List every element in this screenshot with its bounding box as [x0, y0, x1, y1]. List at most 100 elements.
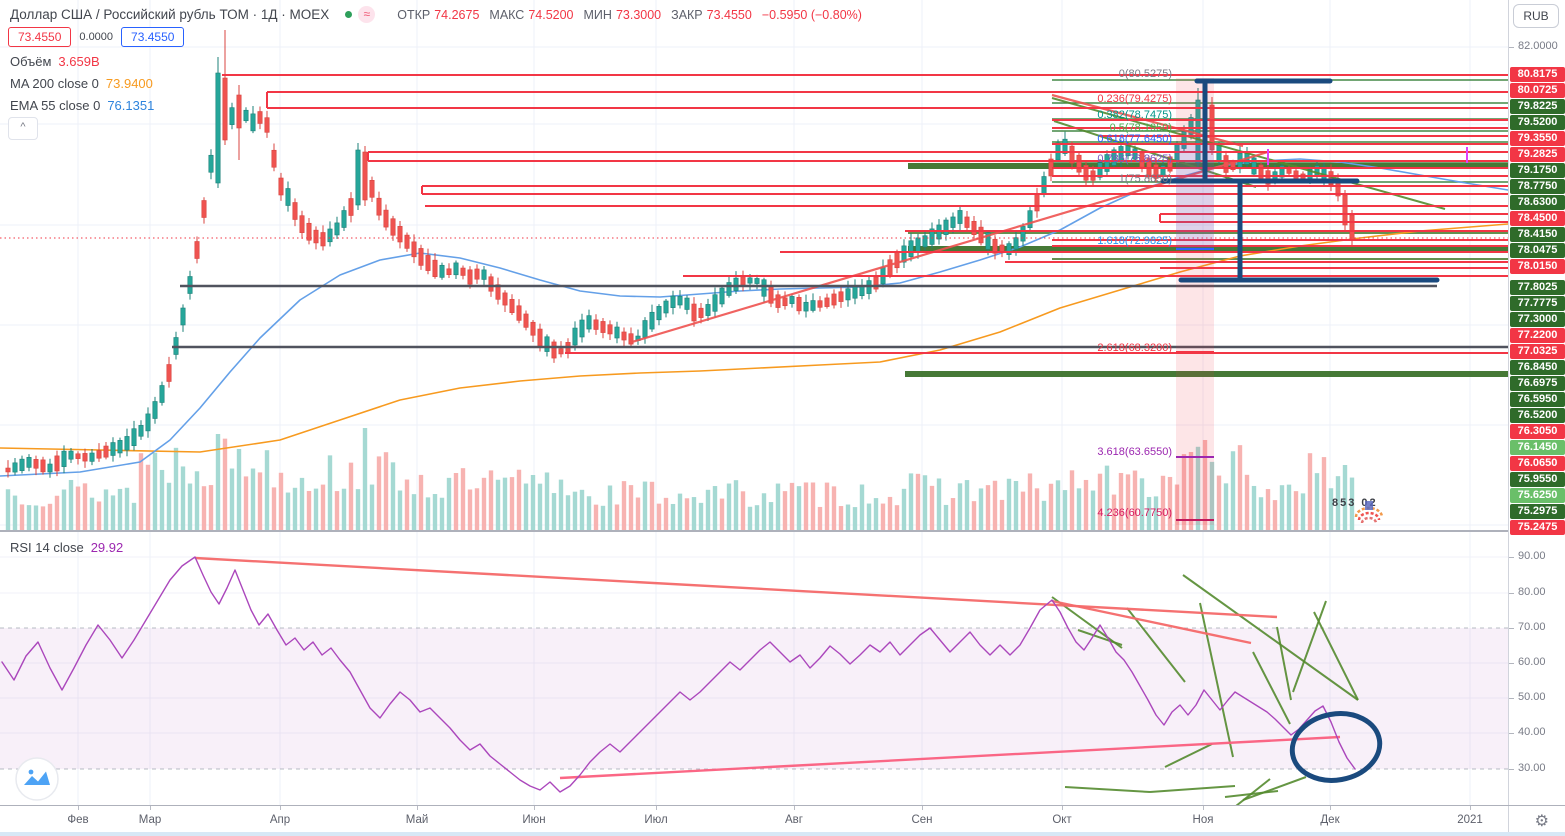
- rsi-axis-tick: 80.00: [1509, 586, 1546, 598]
- price-level-label: 77.3000: [1510, 311, 1565, 327]
- volume-label: Объём: [10, 54, 52, 69]
- rsi-legend[interactable]: RSI 14 close 29.92: [10, 540, 123, 555]
- time-axis-label: Мар: [138, 814, 162, 826]
- watermark-text: 853 02: [1332, 497, 1378, 509]
- rsi-axis-tick: 30.00: [1509, 762, 1546, 774]
- watermark-swirl-icon: [1354, 501, 1384, 524]
- rsi-circle-annotation: [1289, 711, 1383, 783]
- time-axis[interactable]: ⚙ Фев Мар Апр Май Июн Июл Авг Сен Окт Ноя Дек 2021: [0, 805, 1565, 836]
- quote-row: 73.4550 0.0000 73.4550: [8, 27, 185, 47]
- time-axis-tick: [534, 806, 535, 810]
- high-value: 74.5200: [528, 7, 574, 22]
- time-axis-label: Авг: [785, 814, 803, 826]
- spread-value: 0.0000: [79, 31, 114, 43]
- price-level-label: 77.0325: [1510, 343, 1565, 359]
- low-label: МИН: [583, 7, 612, 22]
- fib-label: 0.618(77.6450): [1097, 133, 1172, 145]
- watermark: 853 02: [1332, 489, 1384, 524]
- rsi-axis-tick: 40.00: [1509, 726, 1546, 738]
- fib-label: 0.786(76.8625): [1097, 153, 1172, 165]
- rsi-line: [1, 556, 1356, 793]
- time-axis-label: Май: [405, 814, 429, 826]
- ema55-legend[interactable]: EMA 55 close 0 76.1351: [10, 98, 154, 113]
- ema55-label: EMA 55 close 0: [10, 98, 101, 113]
- price-level-label: 78.4150: [1510, 226, 1565, 242]
- low-value: 73.3000: [615, 7, 662, 22]
- collapse-legend-button[interactable]: ^: [8, 117, 38, 140]
- symbol-header: Доллар США / Российский рубль ТОМ · 1Д ·…: [10, 6, 868, 23]
- rsi-axis-tick: 70.00: [1509, 621, 1546, 633]
- fib-label: 0.5(78.1950): [1110, 122, 1172, 134]
- time-axis-tick: [1062, 806, 1063, 810]
- price-level-label: 76.5200: [1510, 407, 1565, 423]
- price-level-label: 78.0475: [1510, 242, 1565, 258]
- volume-bars: [5, 428, 1355, 530]
- time-axis-label: Апр: [269, 814, 291, 826]
- fib-label: 1(75.8650): [1119, 173, 1172, 185]
- price-level-label: 75.2975: [1510, 503, 1565, 519]
- time-axis-tick: [150, 806, 151, 810]
- rsi-drawn-segments: [194, 556, 1359, 805]
- sell-button[interactable]: 73.4550: [8, 27, 72, 47]
- ema55-value: 76.1351: [107, 98, 155, 113]
- ma200-legend[interactable]: MA 200 close 0 73.9400: [10, 76, 153, 91]
- price-level-label: 80.0725: [1510, 82, 1565, 98]
- time-axis-label: Сен: [911, 814, 933, 826]
- price-level-label: 80.8175: [1510, 66, 1565, 82]
- rsi-axis-tick: 60.00: [1509, 656, 1546, 668]
- fib-label: 4.236(60.7750): [1097, 507, 1172, 519]
- rsi-value: 29.92: [90, 540, 124, 555]
- gear-icon[interactable]: ⚙: [1534, 813, 1549, 830]
- rsi-overbought-oversold-band: [0, 627, 1508, 770]
- time-axis-tick: [417, 806, 418, 810]
- price-level-label: 79.2825: [1510, 146, 1565, 162]
- change-value: −0.5950 (−0.80%): [761, 7, 862, 22]
- rsi-chart-canvas[interactable]: [0, 531, 1508, 805]
- price-level-label: 79.1750: [1510, 162, 1565, 178]
- rsi-axis-tick: 50.00: [1509, 691, 1546, 703]
- close-label: ЗАКР: [671, 7, 703, 22]
- time-axis-tick: [78, 806, 79, 810]
- time-axis-tick: [1470, 806, 1471, 810]
- price-axis[interactable]: RUB 82.0000 80.8175 80.0725 79.8225 79.5200…: [1508, 0, 1565, 805]
- price-level-label: 78.7750: [1510, 178, 1565, 194]
- price-level-label: 76.0650: [1510, 455, 1565, 471]
- symbol-title[interactable]: Доллар США / Российский рубль ТОМ · 1Д ·…: [10, 7, 330, 22]
- currency-toggle-button[interactable]: RUB: [1513, 4, 1559, 28]
- fib-label: 0.236(79.4275): [1097, 93, 1172, 105]
- price-level-label: 76.6975: [1510, 375, 1565, 391]
- price-level-label: 78.0150: [1510, 258, 1565, 274]
- price-axis-tick: 82.0000: [1509, 40, 1558, 52]
- price-level-label: 77.2200: [1510, 327, 1565, 343]
- price-level-lines: [0, 74, 1508, 354]
- ma200-label: MA 200 close 0: [10, 76, 99, 91]
- time-axis-label: Июл: [644, 814, 668, 826]
- close-value: 73.4550: [706, 7, 752, 22]
- price-level-label: 75.6250: [1510, 487, 1565, 503]
- time-axis-label: 2021: [1457, 814, 1483, 826]
- rsi-axis-tick: 90.00: [1509, 550, 1546, 562]
- axis-separator: [1508, 806, 1509, 833]
- fib-label: 1.618(72.9825): [1097, 235, 1172, 247]
- volume-legend[interactable]: Объём 3.659B: [10, 54, 100, 69]
- high-label: МАКС: [489, 7, 525, 22]
- main-chart-canvas[interactable]: 0(80.5275)0.236(79.4275)0.382(78.7475)0.…: [0, 0, 1508, 531]
- price-level-label: 76.3050: [1510, 423, 1565, 439]
- trend-lines: [631, 93, 1446, 344]
- time-axis-label: Ноя: [1192, 814, 1214, 826]
- time-axis-label: Июн: [522, 814, 546, 826]
- price-level-label: 79.8225: [1510, 98, 1565, 114]
- price-level-label: 77.8025: [1510, 279, 1565, 295]
- approx-badge-icon[interactable]: ≈: [358, 6, 376, 23]
- price-level-label: 75.2475: [1510, 519, 1565, 535]
- time-axis-tick: [794, 806, 795, 810]
- buy-button[interactable]: 73.4550: [121, 27, 185, 47]
- price-level-label: 78.6300: [1510, 194, 1565, 210]
- price-level-label: 79.5200: [1510, 114, 1565, 130]
- time-axis-tick: [922, 806, 923, 810]
- time-axis-tick: [1203, 806, 1204, 810]
- navy-drawn-lines: [1160, 78, 1468, 283]
- time-axis-label: Окт: [1052, 814, 1072, 826]
- fib-label: 0.382(78.7475): [1097, 109, 1172, 121]
